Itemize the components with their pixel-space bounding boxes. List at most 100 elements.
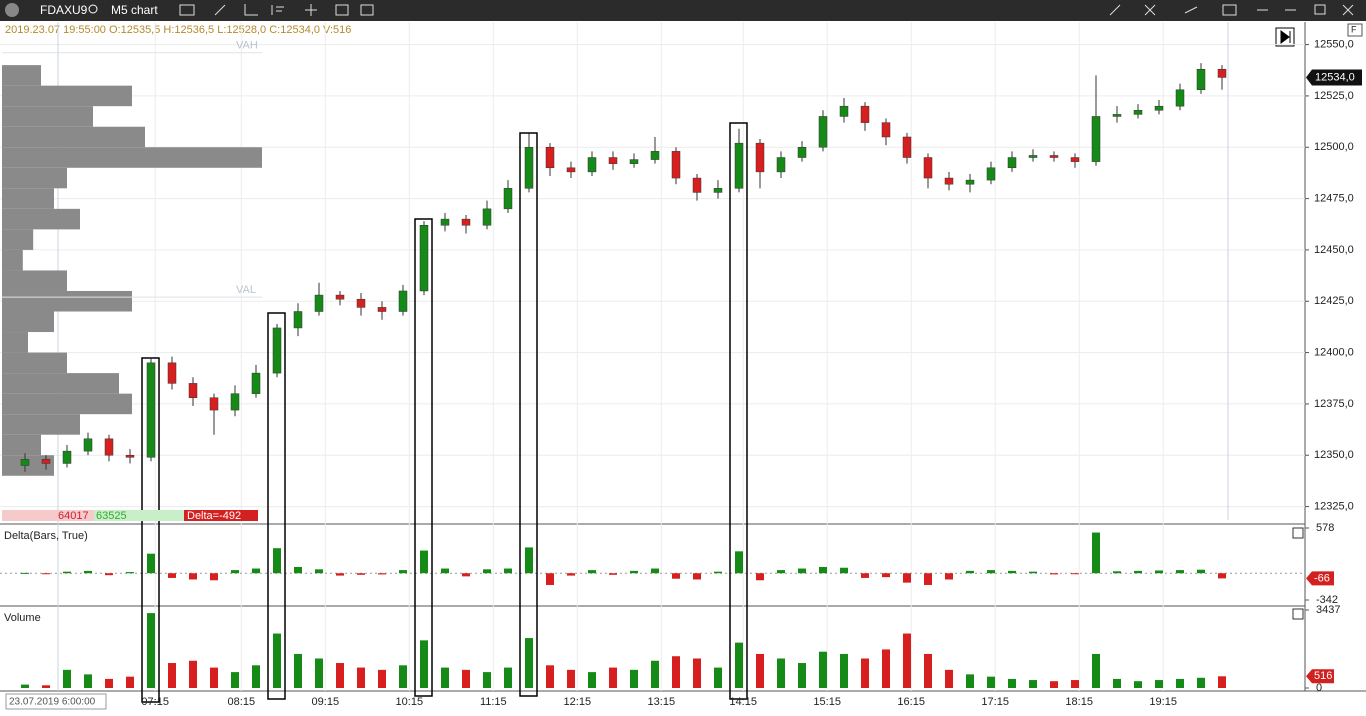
candle-body bbox=[1091, 116, 1101, 162]
x-tick-label: 18:15 bbox=[1065, 696, 1093, 708]
bar bbox=[1197, 677, 1205, 688]
candle-body bbox=[41, 459, 51, 464]
y-tick-label: 12425,0 bbox=[1314, 295, 1354, 307]
bar bbox=[777, 658, 785, 688]
bar bbox=[420, 640, 428, 688]
bar bbox=[525, 638, 533, 688]
scroll-end-button[interactable] bbox=[1275, 27, 1295, 47]
bar bbox=[546, 665, 554, 688]
candle-body bbox=[167, 362, 177, 384]
candle-body bbox=[1133, 110, 1143, 115]
bar bbox=[693, 658, 701, 688]
bar bbox=[819, 651, 827, 688]
x-tick-label: 10:15 bbox=[396, 696, 424, 708]
bar bbox=[1155, 680, 1163, 688]
candle-body bbox=[545, 147, 555, 169]
candle-body bbox=[83, 438, 93, 452]
candle-body bbox=[482, 208, 492, 226]
candle-body bbox=[713, 188, 723, 193]
search-icon[interactable] bbox=[88, 4, 98, 14]
bar bbox=[1050, 573, 1058, 575]
close-panel[interactable] bbox=[1292, 527, 1304, 539]
candle-body bbox=[1217, 68, 1227, 78]
f-button[interactable] bbox=[1347, 23, 1363, 37]
candle-body bbox=[146, 362, 156, 458]
candle-body bbox=[356, 298, 366, 308]
symbol[interactable]: FDAXU9 bbox=[40, 3, 88, 17]
bar bbox=[735, 551, 743, 574]
bar bbox=[210, 573, 218, 581]
bar bbox=[630, 669, 638, 688]
bar bbox=[462, 573, 470, 577]
marks bbox=[2, 52, 1227, 688]
bar bbox=[672, 656, 680, 688]
bar bbox=[273, 633, 281, 688]
profile-bar bbox=[2, 147, 262, 168]
toolbar-icons[interactable] bbox=[179, 4, 1354, 16]
value-area-label: VAL bbox=[236, 284, 256, 296]
toolbar bbox=[0, 0, 1366, 21]
bar bbox=[1050, 681, 1058, 688]
bar bbox=[231, 570, 239, 574]
bar bbox=[210, 667, 218, 688]
candle-body bbox=[503, 188, 513, 210]
x-tick-label: 19:15 bbox=[1149, 696, 1177, 708]
bar bbox=[189, 573, 197, 580]
candle-body bbox=[944, 177, 954, 185]
y-tick-label: 12400,0 bbox=[1314, 346, 1354, 358]
highlight-boxes bbox=[141, 122, 748, 703]
bar bbox=[819, 566, 827, 574]
bar bbox=[1155, 570, 1163, 574]
bar bbox=[693, 573, 701, 580]
bar bbox=[924, 653, 932, 688]
candle-body bbox=[314, 294, 324, 312]
x-tick-label: 12:15 bbox=[564, 696, 592, 708]
candle-body bbox=[566, 167, 576, 173]
y-tick-label: 12500,0 bbox=[1314, 141, 1354, 153]
candle-body bbox=[230, 393, 240, 411]
bar bbox=[378, 573, 386, 575]
profile-bar bbox=[2, 249, 23, 271]
candle-body bbox=[20, 459, 30, 466]
bar bbox=[1134, 681, 1142, 688]
candle-body bbox=[629, 159, 639, 164]
stat-delta: Delta=-492 bbox=[187, 510, 241, 522]
profile-bar bbox=[2, 311, 54, 333]
candle-body bbox=[1112, 114, 1122, 117]
bar bbox=[714, 667, 722, 688]
stat-buy: 63525 bbox=[96, 510, 127, 522]
profile-bar bbox=[2, 290, 132, 312]
y-tick-label: 12325,0 bbox=[1314, 500, 1354, 512]
candle-body bbox=[1070, 157, 1080, 162]
value-badge-label: -66 bbox=[1314, 572, 1330, 584]
bar bbox=[1134, 570, 1142, 574]
candle-body bbox=[335, 294, 345, 300]
timeframe[interactable]: M5 chart bbox=[111, 3, 158, 17]
bar bbox=[1008, 570, 1016, 574]
bar bbox=[168, 663, 176, 688]
bar bbox=[861, 573, 869, 578]
x-tick-label: 07:15 bbox=[141, 696, 169, 708]
profile-bar bbox=[2, 65, 41, 86]
value-badge bbox=[1306, 669, 1334, 684]
panel-title: Delta(Bars, True) bbox=[4, 530, 88, 542]
bar bbox=[1176, 678, 1184, 688]
x-tick-label: 14:15 bbox=[729, 696, 757, 708]
bar bbox=[567, 573, 575, 576]
bar bbox=[462, 669, 470, 688]
value-badge-label: 516 bbox=[1314, 670, 1332, 682]
candle-body bbox=[1175, 89, 1185, 107]
close-panel[interactable] bbox=[1292, 608, 1304, 620]
bar bbox=[1071, 573, 1079, 575]
bar bbox=[630, 570, 638, 574]
bar bbox=[609, 667, 617, 688]
bar bbox=[42, 573, 50, 575]
candle-body bbox=[965, 179, 975, 185]
app-logo[interactable] bbox=[5, 3, 19, 17]
candle-body bbox=[692, 177, 702, 193]
bar bbox=[483, 672, 491, 688]
bar bbox=[441, 568, 449, 574]
bar bbox=[777, 570, 785, 574]
x-tick-label: 09:15 bbox=[312, 696, 340, 708]
profile-bar bbox=[2, 270, 67, 291]
